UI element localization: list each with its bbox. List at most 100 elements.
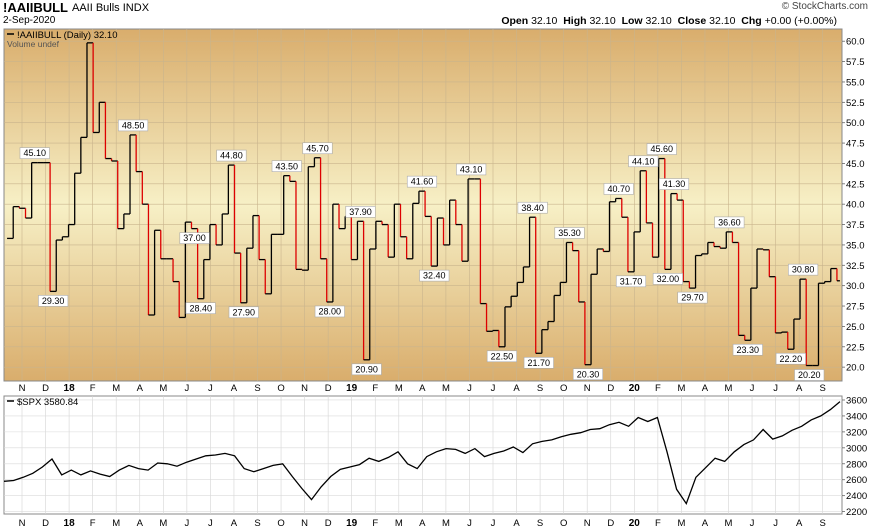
point-label: 45.70 xyxy=(302,142,333,155)
x-tick-label: A xyxy=(796,383,803,394)
x-tick-label: N xyxy=(19,518,26,529)
point-label: 28.40 xyxy=(185,302,216,315)
x-tick-label: N xyxy=(584,518,591,529)
y-tick-label: 45.0 xyxy=(846,159,865,170)
point-label: 37.00 xyxy=(179,232,210,244)
bottom-legend-text: $SPX 3580.84 xyxy=(17,397,78,408)
y-tick-label: 30.0 xyxy=(846,281,865,292)
open-label: Open xyxy=(501,15,529,27)
x-tick-label: O xyxy=(277,383,284,394)
point-label-box xyxy=(775,352,806,365)
point-label: 27.90 xyxy=(228,306,259,319)
point-label-box xyxy=(351,363,382,376)
y-tick-label: 2400 xyxy=(846,491,867,502)
point-label-text: 32.40 xyxy=(423,271,446,281)
point-label-text: 31.70 xyxy=(620,276,643,286)
y-tick-label: 47.5 xyxy=(846,139,865,150)
y-tick-label: 57.5 xyxy=(846,57,865,68)
point-label: 22.50 xyxy=(486,350,517,363)
stockcharts-credit[interactable]: © StockCharts.com xyxy=(781,1,868,12)
x-tick-label: N xyxy=(301,383,308,394)
ohlc-readout: Open 32.10 High 32.10 Low 32.10 Close 32… xyxy=(501,15,837,27)
point-label-box xyxy=(406,175,438,188)
point-label: 37.90 xyxy=(345,205,376,218)
point-label: 31.70 xyxy=(615,275,647,288)
x-tick-label: A xyxy=(137,383,144,394)
point-label-box xyxy=(794,369,825,381)
x-tick-label: M xyxy=(725,518,733,529)
point-label: 20.90 xyxy=(351,363,382,376)
x-tick-label: S xyxy=(254,383,260,394)
point-label: 45.10 xyxy=(19,147,50,159)
point-label-text: 21.70 xyxy=(528,358,551,368)
y-tick-label: 22.5 xyxy=(846,342,865,353)
point-label-text: 37.00 xyxy=(183,233,206,243)
x-tick-label: D xyxy=(42,518,49,529)
point-label-text: 41.60 xyxy=(411,177,434,187)
x-tick-label: M xyxy=(395,518,403,529)
x-tick-label: N xyxy=(584,383,591,394)
x-tick-label: M xyxy=(112,383,120,394)
point-label-text: 36.60 xyxy=(718,217,741,227)
x-tick-label: 20 xyxy=(629,518,641,529)
x-tick-label: F xyxy=(90,383,96,394)
x-tick-label: J xyxy=(773,518,778,529)
x-tick-label: F xyxy=(655,383,661,394)
y-tick-label: 40.0 xyxy=(846,200,865,211)
y-tick-label: 2800 xyxy=(846,459,867,470)
x-tick-label: A xyxy=(702,383,709,394)
x-tick-label: J xyxy=(491,383,496,394)
point-label: 43.10 xyxy=(456,163,487,176)
y-tick-label: 20.0 xyxy=(846,363,865,374)
point-label-text: 38.40 xyxy=(521,203,544,213)
chart-symbol: !AAIIBULL xyxy=(3,0,68,15)
point-label: 41.30 xyxy=(658,178,690,190)
point-label-box xyxy=(185,302,216,315)
close-label: Close xyxy=(677,15,707,27)
point-label-box xyxy=(179,232,210,244)
point-label: 36.60 xyxy=(714,216,745,229)
point-label-text: 20.30 xyxy=(577,369,600,379)
chg-label: Chg xyxy=(741,15,762,27)
point-label: 45.60 xyxy=(646,143,677,155)
point-label: 40.70 xyxy=(603,183,634,195)
point-label-box xyxy=(523,356,554,369)
top-legend-text: !AAIIBULL (Daily) 32.10 xyxy=(17,30,118,41)
point-label-text: 28.00 xyxy=(319,307,342,317)
x-tick-label: D xyxy=(607,383,614,394)
x-tick-label: J xyxy=(184,383,189,394)
point-label-text: 41.30 xyxy=(663,179,686,189)
x-tick-label: M xyxy=(159,383,167,394)
point-label: 29.70 xyxy=(677,291,708,304)
x-tick-label: S xyxy=(254,518,260,529)
x-tick-label: D xyxy=(325,518,332,529)
exchange-label: INDX xyxy=(122,2,150,14)
point-label-box xyxy=(38,295,69,307)
point-label-box xyxy=(572,368,604,381)
point-label-text: 29.70 xyxy=(681,293,704,303)
x-tick-label: 20 xyxy=(629,383,641,394)
x-tick-label: J xyxy=(750,518,755,529)
point-label-text: 30.80 xyxy=(792,265,815,275)
x-tick-label: S xyxy=(820,383,826,394)
chg-value: +0.00 (+0.00%) xyxy=(764,15,837,27)
x-tick-label: A xyxy=(419,518,426,529)
point-label-box xyxy=(302,142,333,155)
x-tick-label: S xyxy=(537,518,543,529)
point-label-text: 43.50 xyxy=(275,161,298,171)
x-tick-label: A xyxy=(231,518,238,529)
x-tick-label: O xyxy=(277,518,284,529)
x-tick-label: J xyxy=(184,518,189,529)
x-tick-label: A xyxy=(796,518,803,529)
y-tick-label: 37.5 xyxy=(846,220,865,231)
y-tick-label: 25.0 xyxy=(846,322,865,333)
y-tick-label: 50.0 xyxy=(846,118,865,129)
x-tick-label: D xyxy=(607,518,614,529)
point-label-box xyxy=(603,183,634,195)
point-label-box xyxy=(658,178,690,190)
x-tick-label: N xyxy=(301,518,308,529)
x-tick-label: A xyxy=(231,383,238,394)
point-label-text: 32.00 xyxy=(657,274,680,284)
bottom-legend: $SPX 3580.84 xyxy=(7,397,78,408)
